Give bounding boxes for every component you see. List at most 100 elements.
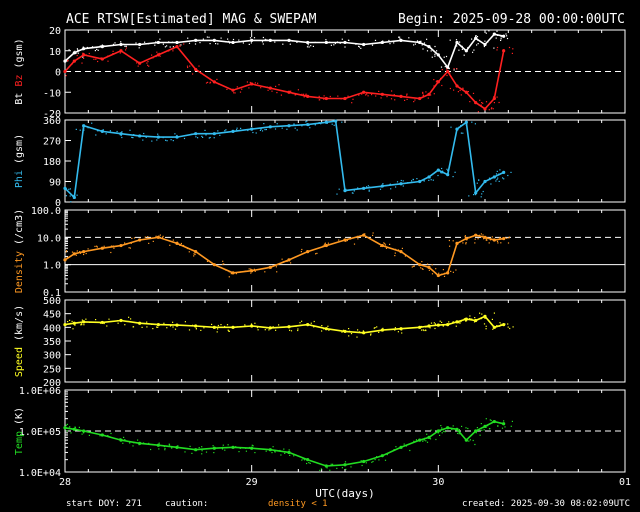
bz-series-line xyxy=(64,45,505,110)
x-axis-label: UTC(days) xyxy=(315,487,375,500)
bz-scatter-dot xyxy=(406,94,408,96)
density-scatter-dot xyxy=(491,236,493,238)
bt-scatter-dot xyxy=(314,41,316,43)
bz-scatter-dot xyxy=(318,95,320,97)
speed-scatter-dot xyxy=(323,328,325,330)
speed-scatter-dot xyxy=(81,324,83,326)
temp-scatter-dot xyxy=(245,447,247,449)
density-scatter-dot xyxy=(267,266,269,268)
phi-scatter-dot xyxy=(151,140,153,142)
density-scatter-dot xyxy=(169,244,171,246)
density-scatter-dot xyxy=(172,239,174,241)
temp-scatter-dot xyxy=(75,428,77,430)
bt-scatter-dot xyxy=(500,36,502,38)
bt-scatter-dot xyxy=(266,39,268,41)
bz-scatter-dot xyxy=(93,58,95,60)
phi-ytick-label: 270 xyxy=(43,137,61,148)
phi-scatter-dot xyxy=(129,129,131,131)
temp-scatter-dot xyxy=(184,451,186,453)
temp-scatter-dot xyxy=(88,434,90,436)
phi-scatter-dot xyxy=(332,120,334,122)
density-scatter-dot xyxy=(476,235,478,237)
bz-point xyxy=(231,88,235,92)
bz-point xyxy=(324,96,328,101)
speed-scatter-dot xyxy=(169,325,172,327)
speed-scatter-dot xyxy=(327,325,329,327)
bz-scatter-dot xyxy=(422,94,424,96)
temp-scatter-dot xyxy=(271,452,273,454)
density-scatter-dot xyxy=(439,274,441,276)
phi-point xyxy=(399,182,403,186)
bt-scatter-dot xyxy=(82,56,84,58)
phi-scatter-dot xyxy=(170,139,172,141)
phi-scatter-dot xyxy=(351,192,353,194)
phi-scatter-dot xyxy=(510,171,512,173)
temp-scatter-dot xyxy=(158,448,160,450)
density-scatter-dot xyxy=(152,240,154,242)
temp-scatter-dot xyxy=(66,430,68,432)
density-scatter-dot xyxy=(464,236,466,238)
speed-scatter-dot xyxy=(471,318,473,320)
phi-scatter-dot xyxy=(166,140,168,142)
temp-scatter-dot xyxy=(123,436,125,438)
bt-scatter-dot xyxy=(228,40,230,42)
mag-ytick-label: -10 xyxy=(43,88,61,99)
temp-scatter-dot xyxy=(251,444,253,446)
bt-scatter-dot xyxy=(355,43,357,45)
bz-point xyxy=(474,101,478,105)
created-time: created: 2025-09-30 08:02:09UTC xyxy=(462,499,630,509)
phi-scatter-dot xyxy=(286,128,288,130)
density-scatter-dot xyxy=(193,255,195,257)
phi-scatter-dot xyxy=(368,190,370,192)
mag-ylabel-part: Bz xyxy=(14,75,25,93)
phi-scatter-dot xyxy=(65,195,67,197)
density-scatter-dot xyxy=(489,239,492,241)
phi-scatter-dot xyxy=(380,186,382,188)
phi-point xyxy=(212,132,216,136)
speed-scatter-dot xyxy=(200,329,202,331)
density-scatter-dot xyxy=(275,266,277,268)
temp-ytick-label: 1.0E+05 xyxy=(19,427,61,438)
phi-scatter-dot xyxy=(396,181,399,183)
density-scatter-dot xyxy=(478,234,481,236)
density-scatter-dot xyxy=(422,268,424,270)
density-scatter-dot xyxy=(468,237,470,239)
density-scatter-dot xyxy=(144,236,146,238)
bt-scatter-dot xyxy=(485,32,487,34)
bt-scatter-dot xyxy=(208,36,210,38)
bz-scatter-dot xyxy=(365,94,367,96)
temp-scatter-dot xyxy=(289,454,291,456)
bz-scatter-dot xyxy=(120,51,122,53)
phi-scatter-dot xyxy=(488,177,491,179)
density-scatter-dot xyxy=(253,268,255,270)
bz-point xyxy=(212,80,216,84)
density-scatter-dot xyxy=(327,244,329,246)
speed-point xyxy=(138,321,142,325)
bz-scatter-dot xyxy=(179,45,181,47)
speed-scatter-dot xyxy=(397,331,399,333)
phi-scatter-dot xyxy=(458,126,460,128)
density-scatter-dot xyxy=(431,264,433,266)
speed-scatter-dot xyxy=(421,329,423,331)
density-scatter-dot xyxy=(79,251,81,253)
bz-scatter-dot xyxy=(147,64,149,66)
bt-scatter-dot xyxy=(506,35,508,37)
bz-scatter-dot xyxy=(82,52,84,54)
phi-scatter-dot xyxy=(412,179,414,181)
temp-scatter-dot xyxy=(413,440,415,442)
density-point xyxy=(138,238,142,242)
temp-scatter-dot xyxy=(309,462,311,464)
phi-scatter-dot xyxy=(478,179,480,181)
phi-scatter-dot xyxy=(87,127,89,129)
bt-point xyxy=(268,38,272,42)
bz-point xyxy=(483,107,487,111)
bt-scatter-dot xyxy=(77,49,79,51)
bt-scatter-dot xyxy=(461,45,463,47)
bz-scatter-dot xyxy=(323,98,325,100)
phi-scatter-dot xyxy=(162,137,164,139)
bt-scatter-dot xyxy=(296,41,298,43)
bz-point xyxy=(455,84,459,88)
bz-point xyxy=(194,67,198,72)
speed-scatter-dot xyxy=(275,329,277,331)
speed-scatter-dot xyxy=(146,326,148,328)
